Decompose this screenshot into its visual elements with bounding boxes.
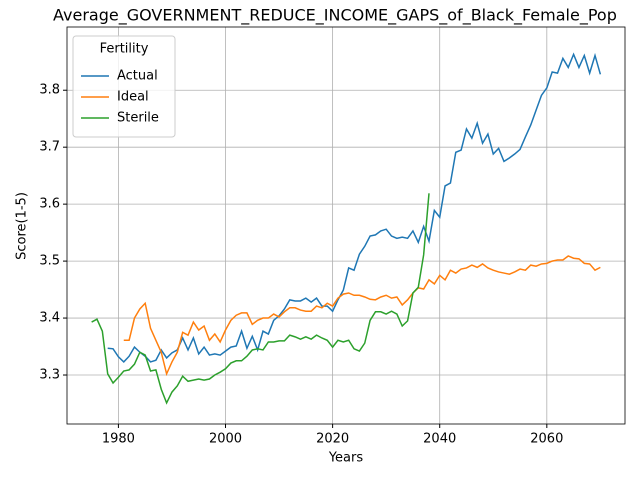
legend-title: Fertility [100, 42, 149, 57]
y-tick-label: 3.5 [39, 254, 60, 269]
legend-box [72, 35, 176, 138]
legend: Fertility Actual Ideal Sterile [72, 35, 176, 138]
x-axis-label: Years [328, 451, 364, 466]
legend-label: Ideal [117, 90, 149, 105]
plot-frame [66, 26, 626, 425]
y-tick-label: 3.8 [39, 83, 60, 98]
line-series [107, 52, 602, 363]
y-tick-label: 3.3 [39, 368, 60, 383]
legend-label: Actual [117, 69, 158, 84]
y-tick-label: 3.7 [39, 140, 60, 155]
x-tick-label: 1980 [102, 432, 135, 447]
chart-title: Average_GOVERNMENT_REDUCE_INCOME_GAPS_of… [53, 6, 617, 26]
x-tick-label: 2020 [316, 432, 349, 447]
legend-label: Sterile [117, 111, 159, 126]
x-tick-label: 2040 [423, 432, 456, 447]
y-tick-label: 3.4 [39, 311, 60, 326]
x-tick-label: 2060 [530, 432, 563, 447]
y-tick-label: 3.6 [39, 197, 60, 212]
line-series [123, 255, 601, 377]
y-axis-label: Score(1-5) [15, 192, 30, 260]
x-tick-label: 2000 [209, 432, 242, 447]
line-series [91, 193, 430, 405]
